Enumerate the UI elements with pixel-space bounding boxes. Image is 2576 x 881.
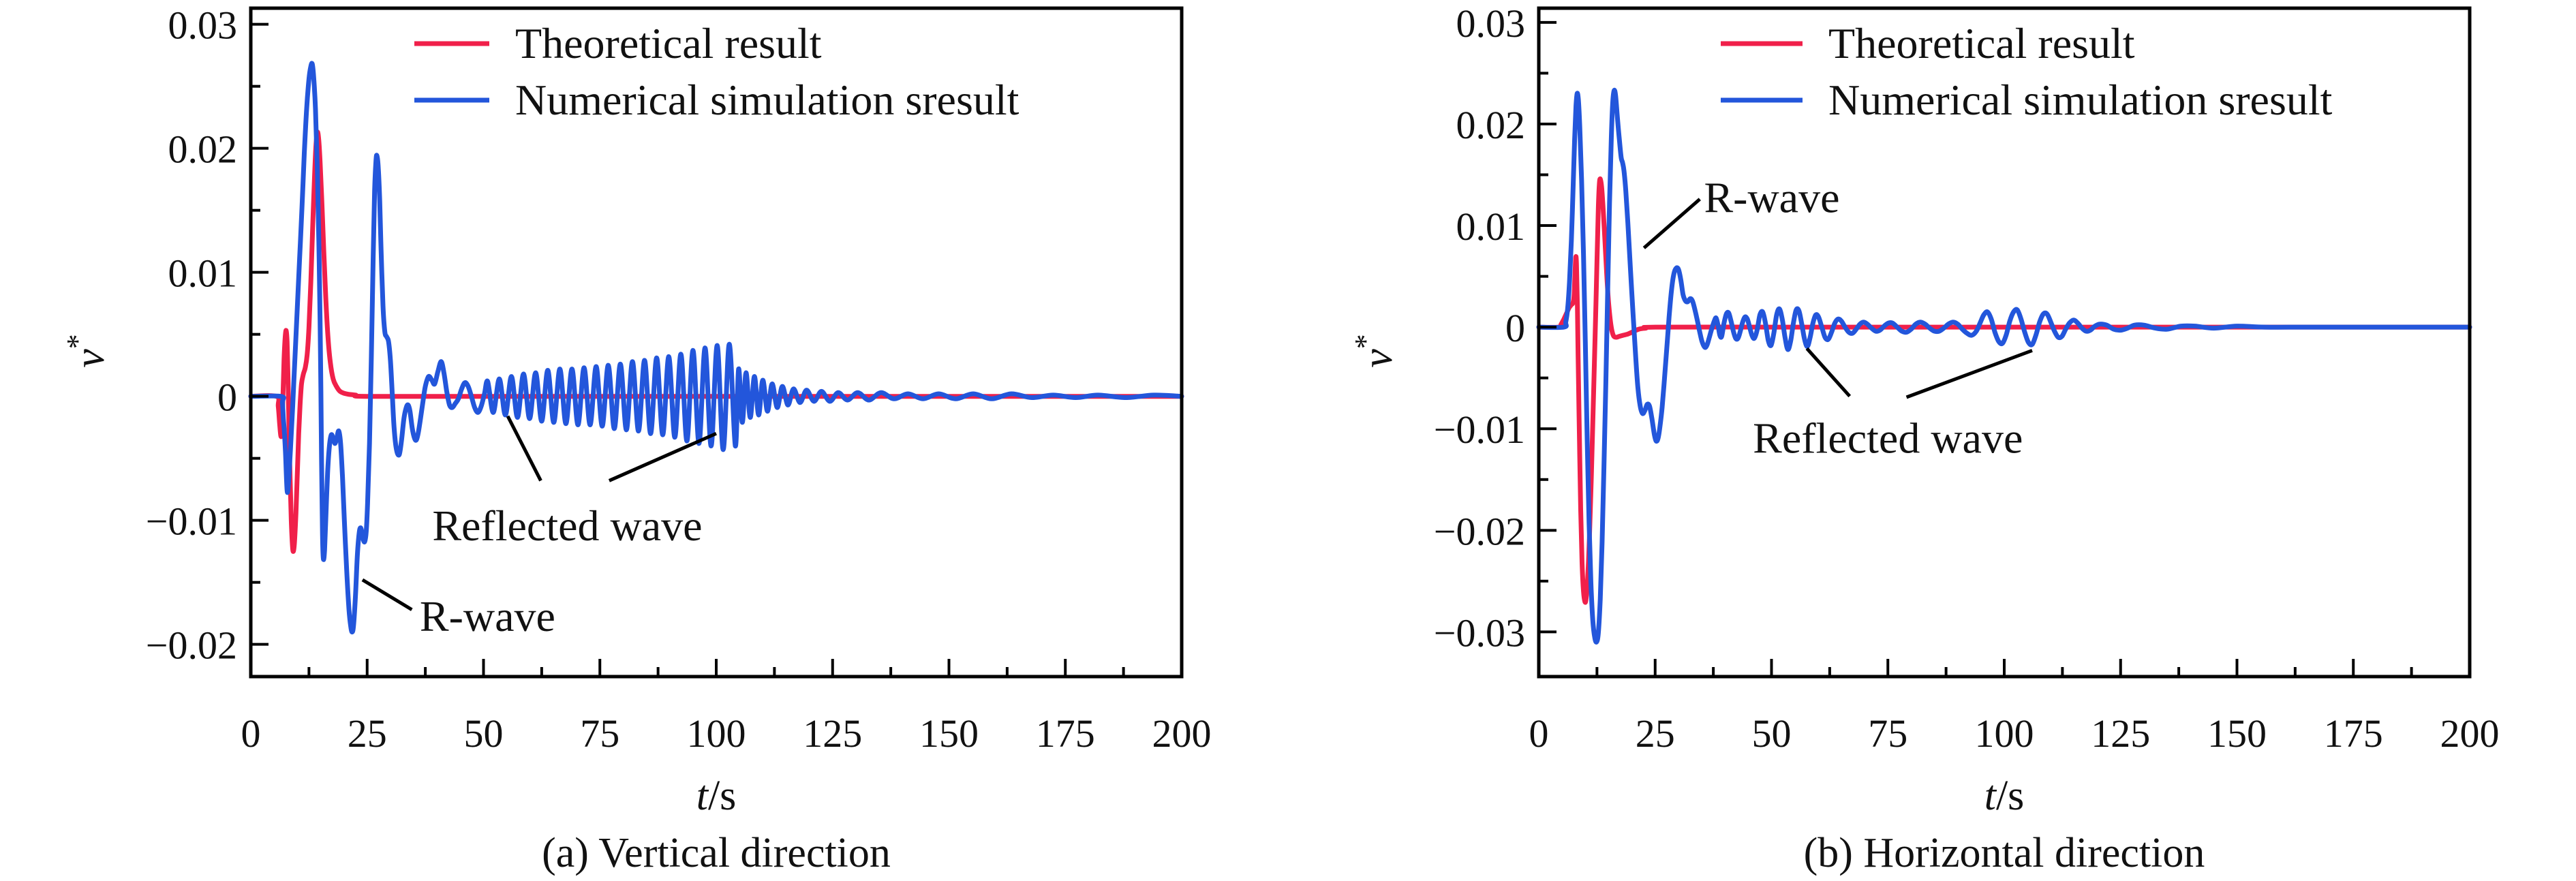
- legend-label-theoretical: Theoretical result: [515, 19, 822, 67]
- legend-label-numerical: Numerical simulation sresult: [1828, 76, 2333, 124]
- y-tick-label: 0.01: [168, 251, 238, 296]
- panel-caption: (b) Horizontal direction: [1804, 830, 2205, 876]
- y-axis-label: v*: [61, 334, 113, 368]
- legend-label-theoretical: Theoretical result: [1828, 19, 2135, 67]
- y-tick-label: −0.01: [146, 499, 237, 544]
- x-axis-label: t/s: [696, 773, 737, 819]
- y-tick-label: 0: [217, 375, 237, 420]
- y-tick-label: 0.02: [168, 127, 238, 172]
- x-tick-label: 150: [919, 711, 979, 756]
- annotation-leader-line: [1805, 347, 1852, 398]
- y-tick-label: 0.02: [1456, 103, 1526, 147]
- x-tick-label: 175: [2324, 711, 2383, 756]
- y-tick-label: 0: [1505, 306, 1525, 350]
- x-tick-label: 200: [2440, 711, 2500, 756]
- x-tick-label: 75: [1868, 711, 1907, 756]
- chart-panel-a: 0 25 50 75 100 125 150 175 200 0.03 0.02 0.01 0 −0.01…: [61, 3, 1212, 876]
- annotation-leader-line: [361, 578, 413, 611]
- y-tick-label: −0.02: [146, 623, 237, 668]
- annotation-label: Reflected wave: [432, 501, 702, 550]
- series-numerical-line: [248, 61, 1184, 635]
- annotation-leader-line: [1905, 349, 2033, 399]
- x-tick-label: 25: [1636, 711, 1675, 756]
- x-tick-label: 100: [1975, 711, 2034, 756]
- x-tick-label: 50: [1752, 711, 1792, 756]
- y-tick-label: 0.03: [168, 3, 238, 48]
- x-tick-label: 75: [580, 711, 619, 756]
- x-tick-label: 0: [1529, 711, 1549, 756]
- x-tick-label: 100: [687, 711, 746, 756]
- y-tick-label: −0.01: [1434, 407, 1525, 452]
- x-tick-label: 150: [2207, 711, 2267, 756]
- annotation-label: R-wave: [1704, 173, 1839, 221]
- legend-label-numerical: Numerical simulation sresult: [515, 76, 1019, 124]
- x-tick-label: 50: [464, 711, 504, 756]
- annotation-leader-line: [608, 431, 718, 482]
- annotation-label: R-wave: [420, 592, 555, 640]
- y-tick-label: −0.02: [1434, 509, 1525, 553]
- y-tick-label: 0.03: [1456, 1, 1526, 46]
- annotation-label: Reflected wave: [1753, 414, 2023, 463]
- x-tick-label: 125: [803, 711, 862, 756]
- x-tick-label: 200: [1152, 711, 1212, 756]
- annotation-leader-line: [506, 415, 542, 482]
- series-theoretical-line: [1536, 176, 2472, 605]
- x-tick-label: 25: [348, 711, 387, 756]
- x-axis-label: t/s: [1984, 773, 2025, 819]
- series-numerical-line: [1536, 87, 2472, 645]
- x-tick-label: 125: [2091, 711, 2150, 756]
- panel-caption: (a) Vertical direction: [542, 830, 891, 876]
- chart-panel-b: 0 25 50 75 100 125 150 175 200 0.03 0.02 0.01 0 −0.01…: [1349, 1, 2500, 876]
- y-axis-label: v*: [1349, 334, 1401, 368]
- x-tick-label: 0: [241, 711, 261, 756]
- y-tick-label: 0.01: [1456, 204, 1526, 249]
- x-tick-label: 175: [1036, 711, 1095, 756]
- annotation-leader-line: [1642, 198, 1701, 249]
- y-tick-label: −0.03: [1434, 610, 1525, 655]
- series-theoretical-line: [248, 129, 1184, 554]
